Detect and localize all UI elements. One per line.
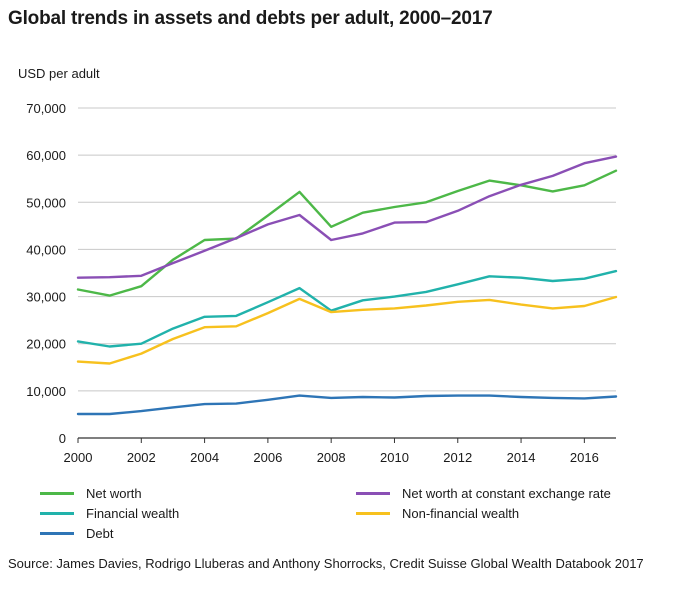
legend-swatch bbox=[356, 492, 390, 495]
x-tick-label: 2012 bbox=[443, 450, 472, 465]
x-tick-label: 2016 bbox=[570, 450, 599, 465]
y-tick-label: 40,000 bbox=[26, 242, 66, 257]
x-tick-label: 2000 bbox=[64, 450, 93, 465]
x-tick-label: 2014 bbox=[507, 450, 536, 465]
legend-swatch bbox=[40, 512, 74, 515]
series-lines bbox=[76, 155, 618, 416]
axes: 0 10,000 20,000 30,000 40,000 50,000 60,000 70,… bbox=[26, 101, 616, 465]
y-tick-label: 70,000 bbox=[26, 101, 66, 116]
series-line-4 bbox=[76, 394, 618, 416]
x-tick-label: 2010 bbox=[380, 450, 409, 465]
legend-swatch bbox=[356, 512, 390, 515]
legend-label: Net worth bbox=[86, 486, 142, 501]
y-tick-label: 10,000 bbox=[26, 384, 66, 399]
y-tick-label: 30,000 bbox=[26, 290, 66, 305]
y-tick-label: 20,000 bbox=[26, 337, 66, 352]
legend-swatch bbox=[40, 532, 74, 535]
series-line-0 bbox=[76, 169, 618, 297]
legend-label: Non-financial wealth bbox=[402, 506, 520, 521]
x-tick-label: 2002 bbox=[127, 450, 156, 465]
legend-item-net-worth-constant: Net worth at constant exchange rate bbox=[356, 486, 611, 501]
legend-label: Net worth at constant exchange rate bbox=[402, 486, 611, 501]
legend-item-net-worth: Net worth bbox=[40, 486, 142, 501]
legend-label: Financial wealth bbox=[86, 506, 180, 521]
x-tick-label: 2004 bbox=[190, 450, 219, 465]
gridlines bbox=[78, 107, 616, 392]
series-line-1 bbox=[76, 155, 618, 279]
series-line-2 bbox=[76, 269, 618, 348]
x-tick-label: 2006 bbox=[253, 450, 282, 465]
source-note: Source: James Davies, Rodrigo Lluberas a… bbox=[8, 556, 644, 571]
y-tick-label: 60,000 bbox=[26, 148, 66, 163]
legend-item-debt: Debt bbox=[40, 526, 113, 541]
x-tick-label: 2008 bbox=[317, 450, 346, 465]
y-tick-label: 0 bbox=[59, 431, 66, 446]
series-line-3 bbox=[76, 295, 618, 365]
legend-label: Debt bbox=[86, 526, 114, 541]
legend-item-financial-wealth: Financial wealth bbox=[40, 506, 179, 521]
legend-item-non-financial-wealth: Non-financial wealth bbox=[356, 506, 519, 521]
chart-title: Global trends in assets and debts per ad… bbox=[8, 8, 493, 29]
line-chart: 0 10,000 20,000 30,000 40,000 50,000 60,000 70,… bbox=[26, 101, 618, 465]
y-tick-label: 50,000 bbox=[26, 195, 66, 210]
legend-swatch bbox=[40, 492, 74, 495]
y-axis-label: USD per adult bbox=[18, 66, 100, 81]
